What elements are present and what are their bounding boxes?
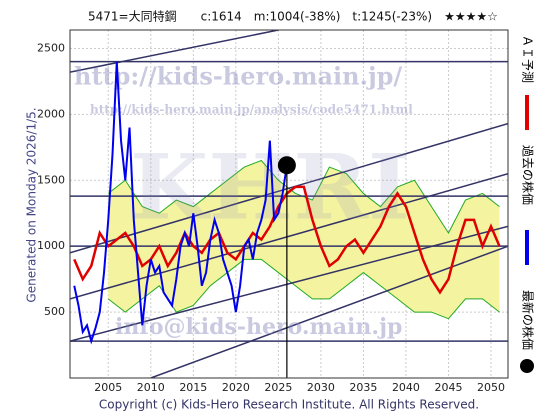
x-tick-label: 2030 [307,381,335,394]
x-tick-label: 2010 [137,381,165,394]
chart-title: 5471=大同特鋼 c:1614 m:1004(-38%) t:1245(-23… [88,9,498,24]
y-tick-label: 2500 [37,41,65,54]
trend-line [70,172,508,300]
x-tick-label: 2040 [392,381,420,394]
legend-label: ＡＩ予測 [521,35,535,83]
watermark: http://kids-hero.main.jp/analysis/code54… [90,103,413,117]
legend-swatch [520,359,534,373]
band-lower [107,258,500,320]
x-tick-label: 2045 [434,381,462,394]
x-tick-label: 2020 [222,381,250,394]
trend-line [70,122,508,254]
y-tick-label: 1500 [37,173,65,186]
x-tick-label: 2050 [477,381,505,394]
y-tick-label: 1000 [37,239,65,252]
trend-line [70,30,279,73]
x-tick-label: 2015 [179,381,207,394]
x-tick-label: 2035 [349,381,377,394]
side-note: Generated on Monday 2026/1/5. [25,107,39,302]
x-tick-label: 2025 [264,381,292,394]
watermark: info@kids-hero.main.jp [115,314,402,340]
trend-line [150,245,508,378]
x-tick-label: 2005 [94,381,122,394]
plot-frame [69,29,509,379]
series-line [73,61,288,345]
y-tick-label: 500 [44,305,65,318]
y-tick-label: 2000 [37,107,65,120]
plot-area: http://kids-hero.main.jp/http://kids-her… [70,30,508,378]
legend-label: 最新の株価 [521,290,536,350]
latest-point [277,156,296,175]
watermark: http://kids-hero.main.jp/ [74,62,402,91]
footer: Copyright (c) Kids-Hero Research Institu… [99,398,479,412]
legend-label: 過去の株価 [521,145,536,205]
